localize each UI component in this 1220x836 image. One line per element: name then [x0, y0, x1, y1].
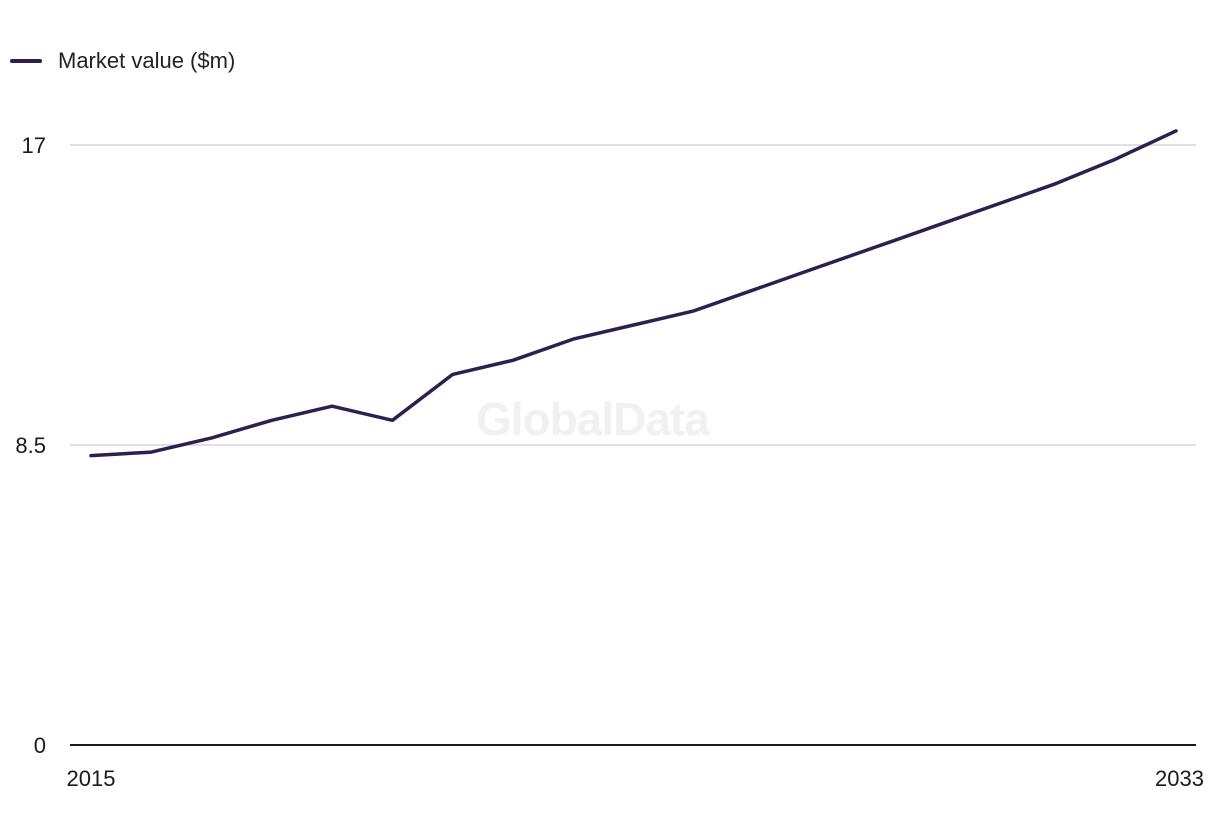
tick-labels: 0 8.5 17 2015 2033 — [15, 133, 1204, 791]
x-tick-label: 2015 — [67, 766, 116, 791]
data-point — [390, 418, 394, 422]
gridlines — [70, 144, 1196, 446]
data-point — [812, 267, 816, 271]
data-point — [1114, 157, 1118, 161]
data-point — [873, 245, 877, 249]
data-point — [210, 436, 214, 440]
y-tick-label: 8.5 — [15, 433, 46, 458]
legend-label: Market value ($m) — [58, 48, 236, 73]
data-point — [632, 323, 636, 327]
data-point — [993, 203, 997, 207]
data-point — [330, 404, 334, 408]
data-point — [692, 309, 696, 313]
legend: Market value ($m) — [10, 46, 235, 76]
data-point — [1174, 129, 1178, 133]
data-point — [270, 418, 274, 422]
y-tick-label: 0 — [34, 733, 46, 758]
data-point — [571, 337, 575, 341]
data-point — [149, 450, 153, 454]
y-tick-label: 17 — [22, 133, 46, 158]
data-point — [451, 372, 455, 376]
data-point — [933, 224, 937, 228]
data-point — [752, 288, 756, 292]
series-layer — [89, 129, 1178, 458]
data-point — [511, 358, 515, 362]
data-point — [89, 454, 93, 458]
watermark-logo: GlobalData — [476, 393, 710, 445]
series-line-market-value — [89, 129, 1178, 458]
x-tick-label: 2033 — [1155, 766, 1204, 791]
data-point — [1053, 182, 1057, 186]
legend-swatch — [10, 59, 42, 63]
